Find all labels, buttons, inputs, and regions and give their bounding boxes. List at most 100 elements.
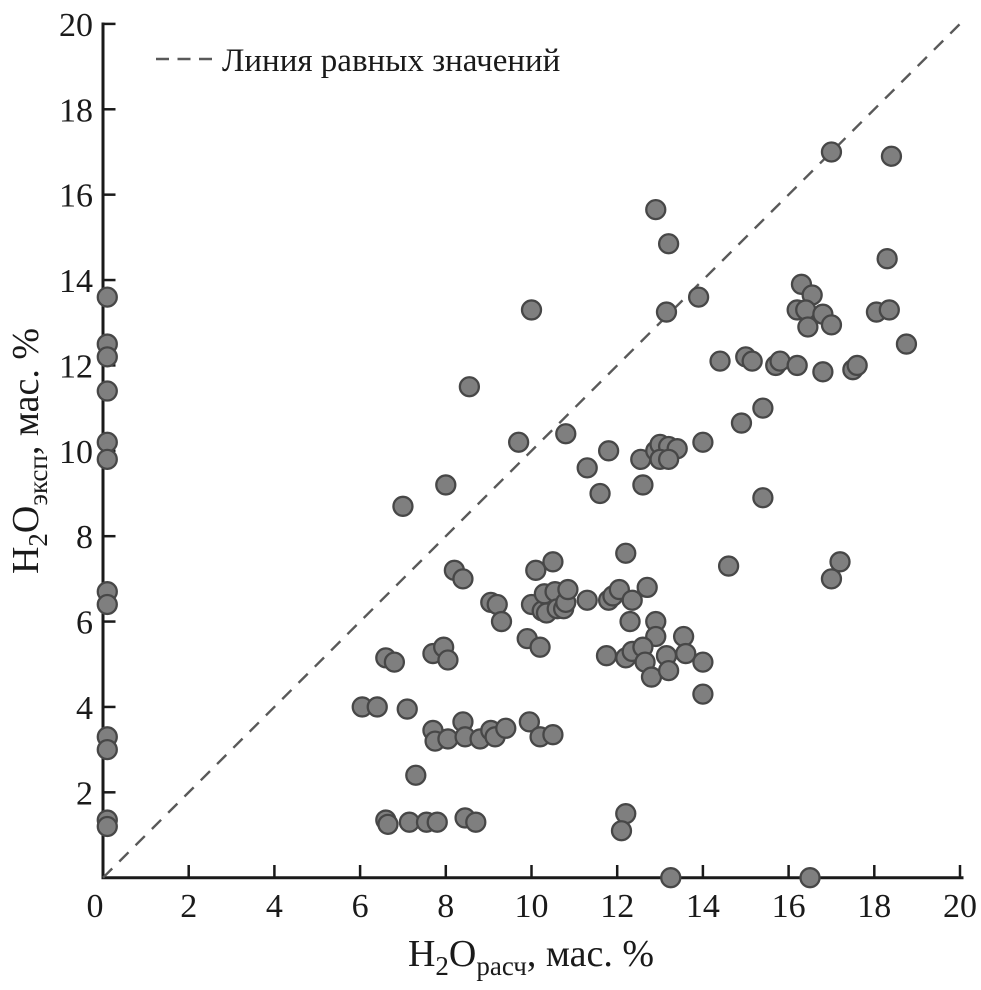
data-point bbox=[687, 286, 710, 308]
data-point bbox=[426, 811, 448, 833]
y-tick-label: 2 bbox=[76, 775, 93, 812]
data-point bbox=[878, 299, 900, 321]
data-point bbox=[786, 354, 808, 377]
data-point bbox=[507, 431, 530, 453]
data-point bbox=[96, 346, 118, 368]
y-tick-label: 6 bbox=[76, 605, 93, 642]
x-axis-label: H2Oрасч, мас. % bbox=[408, 933, 654, 981]
legend: Линия равных значений bbox=[156, 43, 560, 79]
x-tick-label: 18 bbox=[857, 888, 891, 925]
data-point bbox=[96, 380, 118, 402]
identity-line bbox=[102, 23, 961, 879]
x-tick-label: 12 bbox=[600, 888, 634, 925]
data-point bbox=[495, 717, 517, 739]
data-point bbox=[518, 711, 541, 733]
data-point bbox=[396, 698, 418, 720]
data-point bbox=[876, 248, 898, 270]
data-point bbox=[525, 559, 547, 581]
data-point bbox=[655, 301, 678, 323]
data-point bbox=[741, 350, 763, 372]
y-tick-label: 14 bbox=[59, 263, 93, 300]
data-point bbox=[657, 448, 680, 470]
data-point bbox=[799, 867, 821, 889]
scatter-points bbox=[96, 141, 918, 889]
data-point bbox=[657, 233, 680, 255]
data-point bbox=[452, 568, 474, 590]
data-point bbox=[769, 350, 791, 372]
data-point bbox=[619, 610, 641, 633]
data-point bbox=[465, 811, 487, 833]
data-point bbox=[542, 724, 564, 746]
data-point bbox=[632, 474, 654, 496]
y-tick-labels: 2 4 6 8 10 12 14 16 18 20 bbox=[59, 7, 93, 812]
data-point bbox=[486, 593, 508, 616]
data-point bbox=[96, 286, 118, 308]
data-point bbox=[615, 803, 637, 825]
x-tick-label: 10 bbox=[515, 888, 549, 925]
data-point bbox=[660, 867, 682, 889]
data-point bbox=[692, 683, 714, 705]
data-point bbox=[829, 551, 851, 573]
data-point bbox=[437, 728, 459, 750]
data-point bbox=[366, 696, 388, 718]
data-point bbox=[657, 660, 680, 682]
data-point bbox=[675, 642, 697, 665]
x-tick-label: 20 bbox=[943, 888, 977, 925]
legend-label: Линия равных значений bbox=[222, 43, 560, 79]
data-point bbox=[812, 361, 834, 383]
y-tick-label: 20 bbox=[59, 7, 93, 44]
data-point bbox=[597, 440, 620, 462]
data-point bbox=[542, 551, 564, 573]
y-tick-label: 4 bbox=[76, 690, 93, 727]
y-axis-label: H2Oэксп, мас. % bbox=[5, 328, 53, 574]
data-point bbox=[576, 589, 598, 611]
data-point bbox=[96, 815, 118, 838]
data-point bbox=[520, 299, 543, 321]
data-point bbox=[820, 141, 843, 163]
data-point bbox=[490, 610, 513, 633]
data-point bbox=[96, 593, 118, 616]
data-point bbox=[576, 457, 598, 479]
x-tick-label: 0 bbox=[87, 888, 104, 925]
data-point bbox=[709, 350, 731, 372]
data-point bbox=[692, 431, 714, 453]
y-tick-label: 8 bbox=[76, 519, 93, 556]
data-point bbox=[392, 495, 414, 517]
data-point bbox=[880, 145, 903, 167]
data-point bbox=[437, 649, 459, 671]
data-point bbox=[797, 316, 819, 338]
x-tick-label: 2 bbox=[180, 888, 197, 925]
data-point bbox=[615, 542, 637, 564]
data-point bbox=[595, 645, 618, 667]
data-point bbox=[377, 813, 399, 835]
data-point bbox=[529, 636, 551, 658]
x-tick-label: 16 bbox=[772, 888, 806, 925]
data-point bbox=[555, 423, 577, 445]
data-point bbox=[730, 412, 753, 434]
x-tick-labels: 0 2 4 6 8 10 12 14 16 18 20 bbox=[87, 888, 978, 925]
data-point bbox=[752, 487, 774, 509]
x-tick-label: 14 bbox=[686, 888, 720, 925]
x-tick-label: 6 bbox=[352, 888, 369, 925]
data-point bbox=[557, 578, 579, 601]
equal-values-line bbox=[102, 23, 961, 879]
y-tick-label: 18 bbox=[59, 92, 93, 129]
data-point bbox=[752, 397, 774, 419]
data-point bbox=[458, 376, 481, 398]
data-point bbox=[645, 198, 667, 221]
y-tick-label: 16 bbox=[59, 178, 93, 215]
data-point bbox=[846, 354, 868, 377]
x-tick-label: 4 bbox=[266, 888, 283, 925]
data-point bbox=[435, 474, 457, 496]
data-point bbox=[820, 568, 843, 590]
data-point bbox=[96, 448, 118, 470]
x-tick-label: 8 bbox=[437, 888, 454, 925]
data-point bbox=[895, 333, 918, 355]
data-point bbox=[636, 576, 658, 599]
y-tick-label: 10 bbox=[59, 434, 93, 471]
data-point bbox=[383, 651, 406, 673]
data-point bbox=[621, 589, 643, 611]
data-point bbox=[589, 482, 611, 505]
data-point bbox=[820, 314, 843, 336]
